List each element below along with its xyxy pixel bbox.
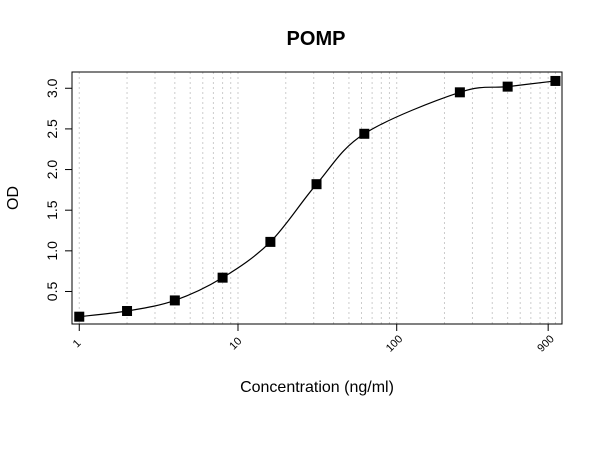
data-points — [74, 75, 561, 322]
plot-area — [71, 71, 563, 325]
y-tick-label: 1.5 — [44, 200, 60, 220]
y-tick-label: 2.5 — [44, 119, 60, 139]
data-point — [217, 272, 228, 283]
data-point — [550, 75, 561, 86]
x-tick-label: 900 — [535, 333, 556, 354]
data-point — [454, 87, 465, 98]
x-axis-label: Concentration (ng/ml) — [240, 379, 394, 396]
fit-curve — [79, 80, 556, 318]
y-tick-label: 0.5 — [44, 282, 60, 302]
data-point — [74, 311, 85, 322]
vertical-grid — [78, 72, 556, 324]
y-tick-label: 2.0 — [44, 160, 60, 180]
y-axis: 0.5 1.0 1.5 2.0 2.5 3.0 — [44, 78, 72, 301]
y-tick-label: 1.0 — [44, 241, 60, 261]
data-point — [311, 179, 322, 190]
data-point — [265, 236, 276, 247]
x-tick-label: 1 — [71, 337, 84, 350]
data-point — [502, 81, 513, 92]
data-point — [169, 295, 180, 306]
y-axis-label: OD — [5, 186, 22, 210]
data-point — [359, 128, 370, 139]
y-tick-label: 3.0 — [44, 78, 60, 98]
x-tick-label: 10 — [227, 335, 244, 352]
x-axis: 1 10 100 900 — [71, 324, 557, 355]
data-point — [122, 305, 133, 316]
x-tick-label: 100 — [384, 333, 405, 354]
chart-title: POMP — [287, 28, 346, 50]
